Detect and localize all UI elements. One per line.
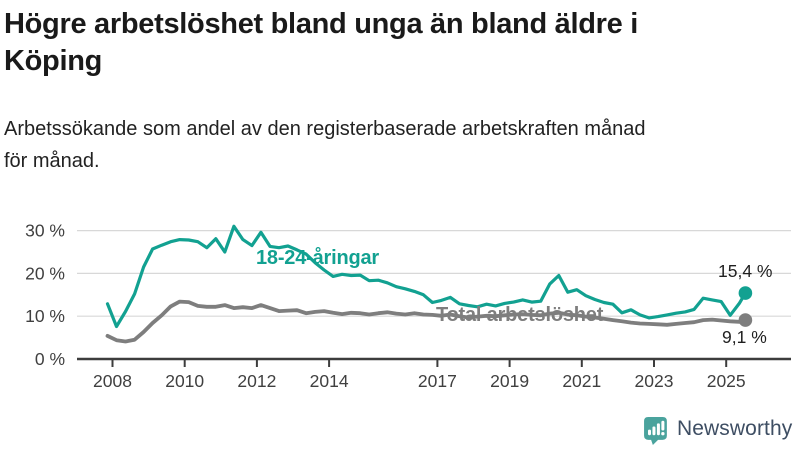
end-value-label-total: 9,1 %	[722, 327, 767, 347]
chart-header: Högre arbetslöshet bland unga än bland ä…	[4, 6, 794, 177]
x-tick-label: 2019	[490, 371, 529, 391]
page-title: Högre arbetslöshet bland unga än bland ä…	[4, 8, 638, 77]
y-tick-label: 0 %	[35, 349, 65, 369]
x-tick-label: 2023	[635, 371, 674, 391]
series-line-total	[105, 299, 748, 344]
y-tick-label: 20 %	[25, 263, 65, 283]
y-tick-label: 30 %	[25, 221, 65, 241]
series-line-youth	[105, 224, 748, 329]
x-tick-label: 2017	[418, 371, 457, 391]
page-subtitle: Arbetssökande som andel av den registerb…	[4, 117, 646, 173]
newsworthy-logo: Newsworthy	[644, 417, 792, 445]
end-dot-total	[738, 313, 753, 327]
end-value-label-youth: 15,4 %	[718, 261, 773, 281]
x-tick-label: 2008	[93, 371, 132, 391]
x-tick-label: 2014	[310, 371, 349, 391]
series-label-total: Total arbetslöshet	[436, 304, 604, 326]
series-label-youth: 18-24-åringar	[256, 247, 380, 269]
x-tick-label: 2012	[237, 371, 276, 391]
y-tick-label: 10 %	[25, 306, 65, 326]
newsworthy-wordmark: Newsworthy	[677, 417, 793, 440]
x-tick-label: 2021	[562, 371, 601, 391]
end-dot-youth	[738, 286, 753, 300]
x-tick-label: 2010	[165, 371, 204, 391]
newsworthy-bubble-chart-icon	[644, 417, 667, 445]
x-tick-label: 2025	[707, 371, 746, 391]
